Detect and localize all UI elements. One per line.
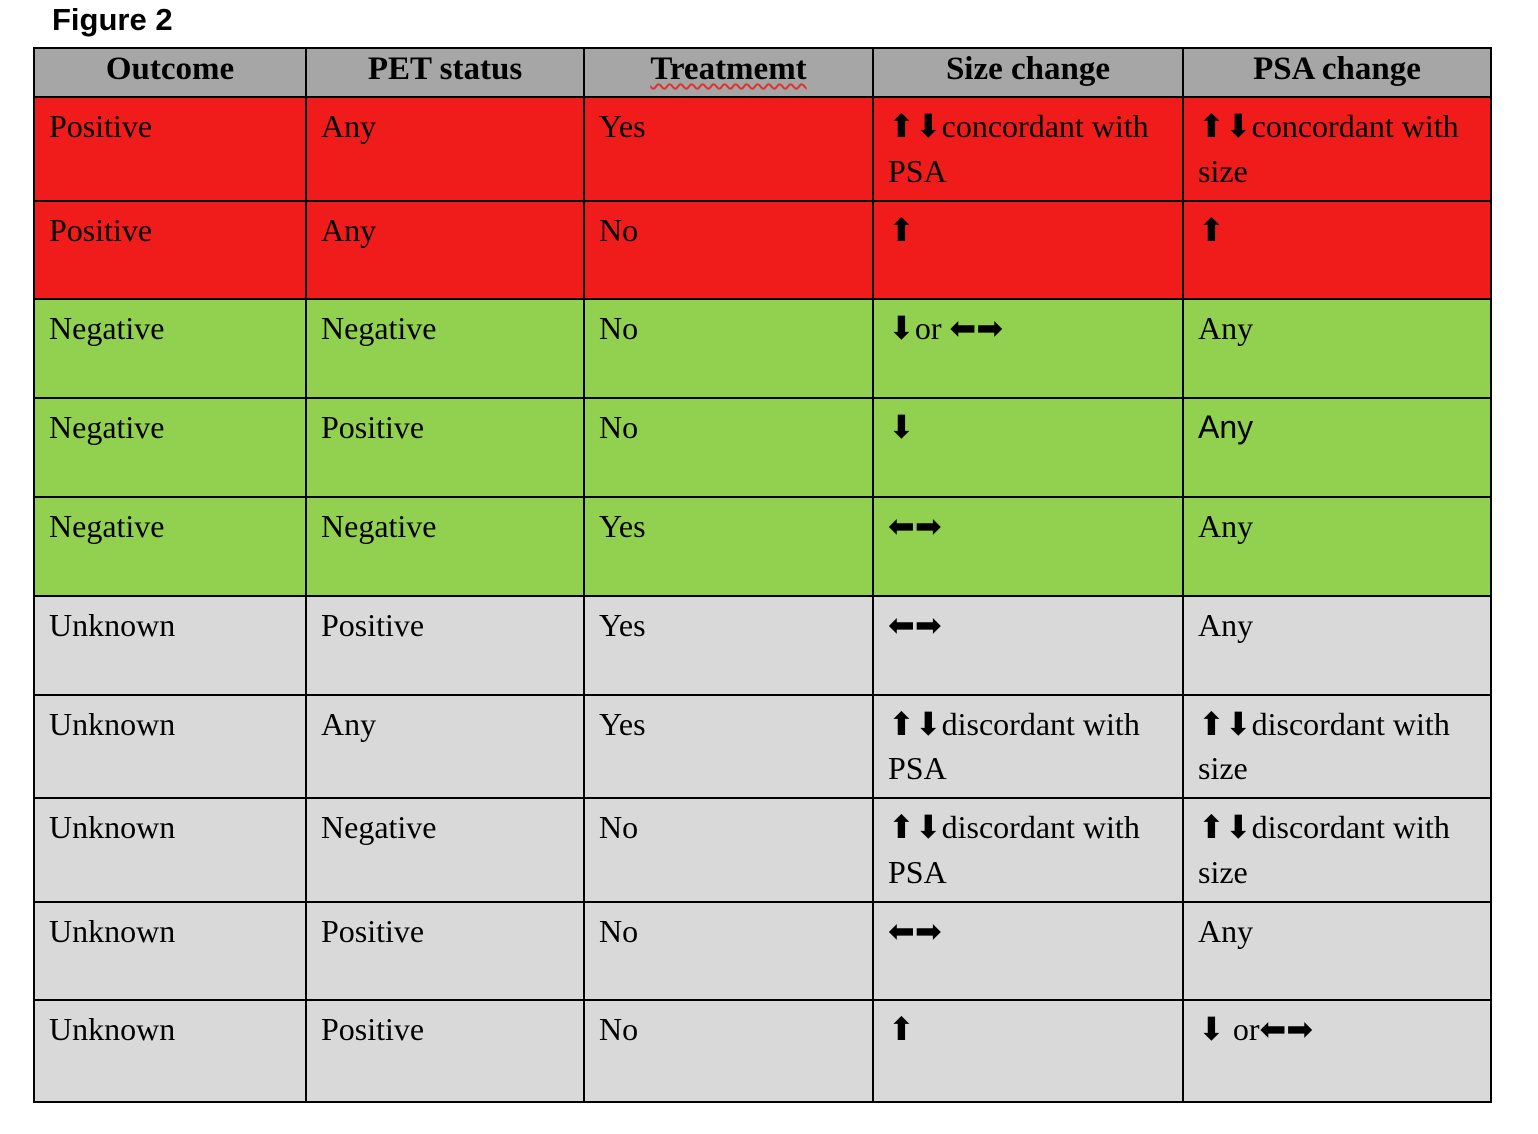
cell-psa-change: ⬆⬇concordant with size <box>1182 96 1492 202</box>
table-row: Unknown Positive No ⬅➡ Any <box>33 900 1492 1001</box>
cell-size-change: ⬇ <box>872 396 1184 498</box>
cell-treatment: Yes <box>583 594 874 696</box>
table-row: Unknown Positive Yes ⬅➡ Any <box>33 594 1492 696</box>
column-header-outcome: Outcome <box>33 47 307 98</box>
cell-outcome: Negative <box>33 396 307 498</box>
cell-psa-change: ⬆ <box>1182 199 1492 300</box>
cell-size-change: ⬆ <box>872 199 1184 300</box>
table-row: Positive Any No ⬆ ⬆ <box>33 199 1492 300</box>
cell-psa-change: ⬇ or⬅➡ <box>1182 998 1492 1103</box>
cell-pet-status: Any <box>305 199 585 300</box>
cell-size-change: ⬅➡ <box>872 495 1184 597</box>
cell-size-change: ⬆ <box>872 998 1184 1103</box>
cell-outcome: Negative <box>33 495 307 597</box>
cell-pet-status: Positive <box>305 396 585 498</box>
cell-treatment: No <box>583 998 874 1103</box>
cell-treatment: No <box>583 396 874 498</box>
cell-size-change: ⬅➡ <box>872 594 1184 696</box>
header-row: Outcome PET status Treatmemt Size change… <box>33 47 1492 98</box>
column-header-psa-change: PSA change <box>1182 47 1492 98</box>
cell-treatment: No <box>583 900 874 1001</box>
cell-pet-status: Negative <box>305 797 585 903</box>
cell-pet-status: Positive <box>305 998 585 1103</box>
table-row: Unknown Any Yes ⬆⬇discordant with PSA ⬆⬇… <box>33 693 1492 800</box>
cell-pet-status: Negative <box>305 495 585 597</box>
cell-psa-change: Any <box>1182 900 1492 1001</box>
cell-outcome: Unknown <box>33 900 307 1001</box>
table-row: Negative Negative Yes ⬅➡ Any <box>33 495 1492 597</box>
cell-psa-change: Any <box>1182 495 1492 597</box>
cell-treatment: No <box>583 297 874 399</box>
cell-psa-change: ⬆⬇discordant with size <box>1182 797 1492 903</box>
cell-psa-change: Any <box>1182 297 1492 399</box>
cell-pet-status: Positive <box>305 900 585 1001</box>
cell-psa-change: ⬆⬇discordant with size <box>1182 693 1492 800</box>
table-row: Unknown Negative No ⬆⬇discordant with PS… <box>33 797 1492 903</box>
cell-size-change: ⬅➡ <box>872 900 1184 1001</box>
table-row: Negative Negative No ⬇or ⬅➡ Any <box>33 297 1492 399</box>
cell-outcome: Unknown <box>33 998 307 1103</box>
cell-outcome: Positive <box>33 199 307 300</box>
figure-title: Figure 2 <box>52 2 173 37</box>
misspelled-word: Treatmemt <box>650 51 807 87</box>
cell-outcome: Unknown <box>33 797 307 903</box>
cell-outcome: Negative <box>33 297 307 399</box>
cell-outcome: Positive <box>33 96 307 202</box>
column-header-pet-status: PET status <box>305 47 585 98</box>
outcome-criteria-table: Outcome PET status Treatmemt Size change… <box>33 47 1492 1103</box>
table-row: Positive Any Yes ⬆⬇concordant with PSA ⬆… <box>33 96 1492 202</box>
cell-size-change: ⬆⬇discordant with PSA <box>872 693 1184 800</box>
cell-pet-status: Any <box>305 96 585 202</box>
cell-size-change: ⬇or ⬅➡ <box>872 297 1184 399</box>
cell-outcome: Unknown <box>33 693 307 800</box>
cell-treatment: No <box>583 797 874 903</box>
cell-pet-status: Positive <box>305 594 585 696</box>
cell-treatment: Yes <box>583 693 874 800</box>
cell-pet-status: Negative <box>305 297 585 399</box>
cell-psa-change: Any <box>1182 594 1492 696</box>
cell-treatment: Yes <box>583 495 874 597</box>
table-row: Unknown Positive No ⬆ ⬇ or⬅➡ <box>33 998 1492 1103</box>
column-header-size-change: Size change <box>872 47 1184 98</box>
cell-pet-status: Any <box>305 693 585 800</box>
cell-size-change: ⬆⬇concordant with PSA <box>872 96 1184 202</box>
cell-outcome: Unknown <box>33 594 307 696</box>
cell-psa-change: Any <box>1182 396 1492 498</box>
cell-treatment: Yes <box>583 96 874 202</box>
cell-size-change: ⬆⬇discordant with PSA <box>872 797 1184 903</box>
column-header-treatment: Treatmemt <box>583 47 874 98</box>
table-row: Negative Positive No ⬇ Any <box>33 396 1492 498</box>
cell-treatment: No <box>583 199 874 300</box>
